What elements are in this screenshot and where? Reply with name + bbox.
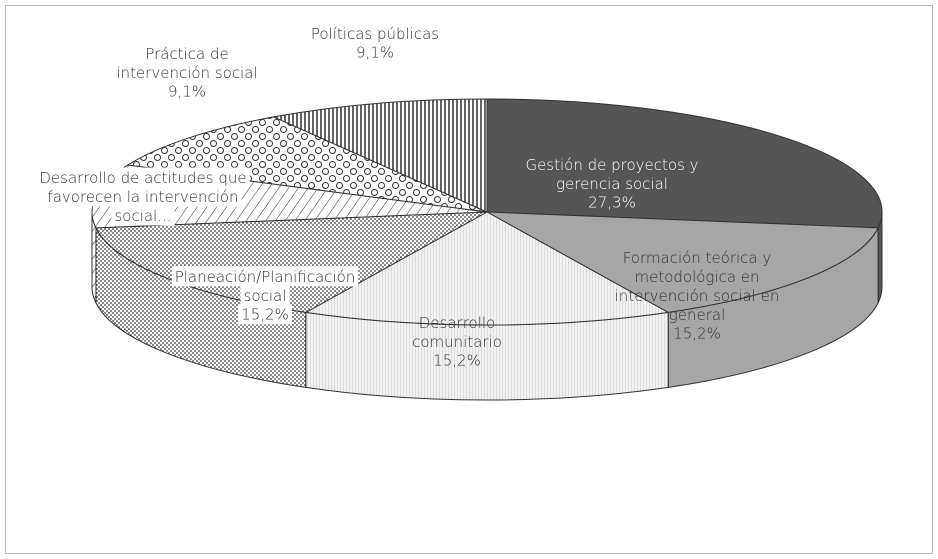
category-label: Práctica de intervención social [116,45,257,82]
label-bg [36,167,250,188]
category-label: Formación teórica y metodológica en interv… [615,249,780,324]
value-label: 9,1% [168,83,206,101]
label-bg [238,304,292,325]
frame [5,5,933,554]
slice [271,98,488,213]
category-label: Planeación/Planificación social [175,268,356,305]
value-label: 15,2% [673,325,721,343]
slice [486,98,883,229]
category-label: Desarrollo comunitario [412,314,502,351]
label-bg [171,266,359,287]
slice [486,211,879,313]
slice [304,211,670,326]
label-bg [240,285,290,306]
value-label: 15,2% [433,352,481,370]
category-label: Desarrollo de actitudes que favorecen la … [39,169,246,225]
slice-label: Gestión de proyectos y gerencia social27,… [525,156,698,212]
slice [126,116,488,213]
slice-label: Formación teórica y metodológica en interv… [615,249,780,343]
value-label: 15,2% [241,306,289,324]
label-bg [111,205,175,226]
value-label: 9,1% [356,44,394,62]
label-bg [44,186,242,207]
category-label: Gestión de proyectos y gerencia social [525,156,698,193]
slice-label: Desarrollo de actitudes que favorecen la … [36,167,250,226]
value-label: 27,3% [588,194,636,212]
category-label: Políticas públicas [311,25,439,43]
